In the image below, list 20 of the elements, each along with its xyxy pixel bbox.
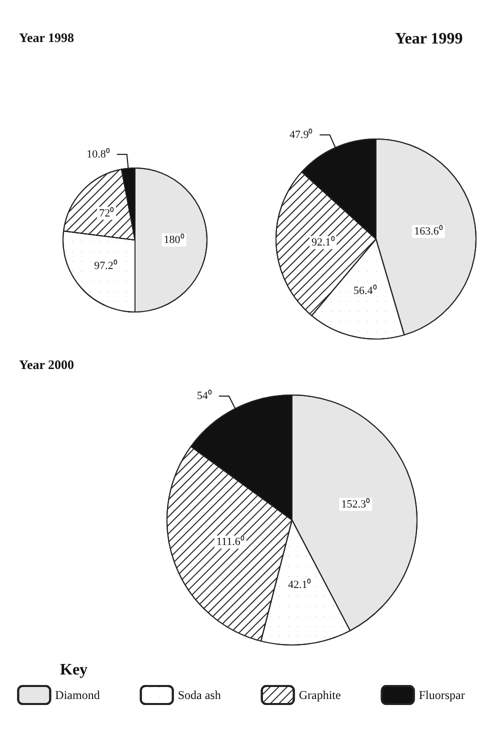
data-label: 163.6⁰ (414, 224, 443, 238)
legend-label: Fluorspar (418, 688, 465, 702)
data-label: 152.3⁰ (341, 497, 370, 510)
legend-title: Key (60, 662, 88, 678)
data-label: 56.4⁰ (354, 284, 377, 297)
data-label: 42.1⁰ (288, 578, 312, 592)
legend-label: Graphite (298, 688, 341, 702)
chart-title: Year 2000 (19, 357, 74, 372)
legend-label: Soda ash (178, 688, 221, 702)
data-label: 97.2⁰ (94, 258, 118, 272)
chart-title: Year 1999 (395, 30, 463, 48)
data-label: 92.1⁰ (312, 236, 335, 249)
data-label: 47.9⁰ (289, 128, 313, 141)
data-label: 180⁰ (164, 233, 184, 246)
data-label: 10.8⁰ (86, 147, 110, 160)
chart-title: Year 1998 (19, 30, 74, 45)
data-label: 111.6⁰ (216, 535, 244, 548)
data-label: 72⁰ (99, 206, 114, 220)
legend-label: Diamond (55, 688, 100, 702)
data-label: 54⁰ (196, 389, 212, 402)
